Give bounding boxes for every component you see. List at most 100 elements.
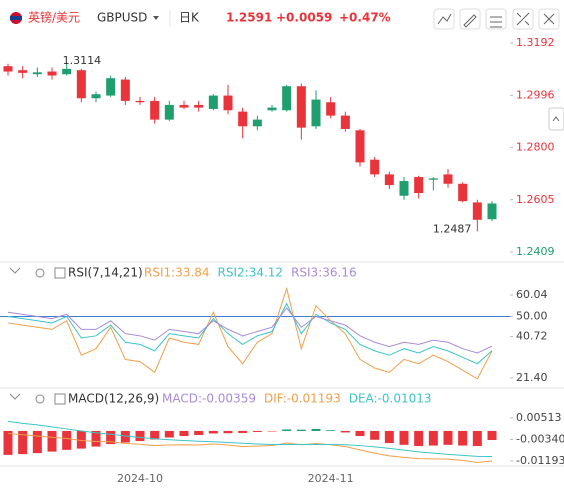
- macd-bar: [472, 430, 482, 447]
- y-tick-label: 0.00513: [516, 411, 562, 424]
- tool-icon: [543, 13, 555, 25]
- macd-bar: [62, 430, 72, 450]
- candle-body: [428, 178, 438, 180]
- add-icon[interactable]: [54, 393, 66, 405]
- candle-body: [458, 183, 468, 202]
- flag-icon: [10, 16, 22, 20]
- macd-bar: [282, 429, 292, 431]
- macd-bar: [76, 430, 86, 449]
- y-tick-label: 1.2800: [516, 141, 555, 154]
- high-annotation: 1.3114: [63, 54, 102, 67]
- y-tick-label: -0.01193: [516, 454, 564, 467]
- candle-body: [47, 71, 57, 76]
- macd-bar: [164, 430, 174, 438]
- macd-bar: [487, 430, 497, 440]
- candle-body: [164, 104, 174, 120]
- macd-bar: [106, 430, 116, 445]
- price-change: +0.0059: [276, 11, 332, 25]
- add-icon[interactable]: [54, 267, 66, 279]
- dropdown-arrow[interactable]: [153, 16, 159, 20]
- indicator-line: [7, 307, 493, 354]
- macd-bar: [267, 430, 277, 432]
- indicator-title: RSI(7,14,21): [68, 266, 143, 280]
- settings-icon[interactable]: [35, 394, 45, 404]
- macd-bar: [252, 430, 262, 432]
- candle-body: [194, 104, 204, 108]
- period[interactable]: 日K: [179, 11, 200, 25]
- macd-bar: [340, 430, 350, 433]
- macd-bar: [414, 430, 424, 447]
- macd-bar: [384, 430, 394, 444]
- legend-entry: RSI1:33.84: [144, 266, 210, 280]
- candle-body: [282, 86, 292, 111]
- y-tick-label: 50.00: [516, 309, 548, 322]
- legend-entry: RSI2:34.12: [218, 266, 284, 280]
- x-tick-label: 2024-10: [117, 472, 163, 485]
- price-change-pct: +0.47%: [339, 11, 391, 25]
- toolbar: [433, 8, 560, 30]
- legend-entry: RSI3:36.16: [291, 266, 357, 280]
- candle-body: [326, 102, 336, 116]
- candle-body: [414, 177, 424, 194]
- macd-bar: [326, 430, 336, 431]
- tool-button[interactable]: [512, 8, 534, 30]
- candle-body: [135, 100, 145, 103]
- candle-body: [252, 119, 262, 127]
- macd-bar: [3, 430, 13, 455]
- side-icon: [552, 116, 560, 122]
- candle-body: [208, 95, 218, 109]
- candle-body: [267, 107, 277, 111]
- candle-body: [399, 181, 409, 196]
- macd-bar: [18, 430, 28, 455]
- candle-body: [223, 95, 233, 111]
- candle-body: [120, 79, 130, 101]
- macd-bar: [443, 430, 453, 445]
- last-price: 1.2591: [226, 11, 272, 25]
- candle-body: [150, 100, 160, 120]
- macd-bar: [208, 430, 218, 434]
- candle-body: [238, 111, 248, 127]
- tool-button[interactable]: [485, 8, 507, 30]
- tool-button[interactable]: [433, 8, 455, 30]
- macd-bar: [370, 430, 380, 440]
- candle-body: [370, 159, 380, 175]
- macd-bar: [120, 430, 130, 443]
- candle-body: [3, 66, 13, 72]
- candle-body: [384, 174, 394, 186]
- pair-name: 英镑/美元: [28, 10, 80, 25]
- macd-bar: [238, 430, 248, 433]
- macd-bar: [194, 430, 204, 435]
- indicator-line: [7, 302, 493, 365]
- indicator-line: [7, 420, 493, 457]
- legend-entry: MACD:-0.00359: [162, 392, 256, 406]
- x-tick-label: 2024-11: [308, 472, 354, 485]
- y-tick-label: 1.2409: [516, 245, 555, 258]
- tool-button[interactable]: [538, 8, 560, 30]
- candle-body: [179, 104, 189, 108]
- macd-bar: [311, 428, 321, 431]
- macd-bar: [458, 430, 468, 446]
- indicator-line: [7, 286, 493, 380]
- indicator-title: MACD(12,26,9): [68, 392, 159, 406]
- low-annotation: 1.2487: [433, 222, 472, 235]
- candle-body: [487, 203, 497, 220]
- candle-body: [340, 115, 350, 129]
- tool-icon: [463, 14, 477, 28]
- candle-body: [443, 174, 453, 184]
- macd-bar: [47, 430, 57, 452]
- legend-entry: DEA:-0.01013: [349, 392, 432, 406]
- macd-bar: [399, 430, 409, 445]
- tool-icon: [490, 16, 502, 28]
- candle-body: [32, 72, 42, 75]
- macd-bar: [296, 429, 306, 431]
- candle-body: [76, 70, 86, 99]
- tool-icon: [516, 12, 530, 26]
- side-button[interactable]: [548, 107, 564, 131]
- symbol[interactable]: GBPUSD: [97, 11, 147, 25]
- tool-button[interactable]: [459, 8, 481, 30]
- settings-icon[interactable]: [35, 268, 45, 278]
- candle-body: [311, 99, 321, 127]
- collapse-icon[interactable]: [9, 267, 21, 274]
- collapse-icon[interactable]: [9, 393, 21, 400]
- candle-body: [472, 202, 482, 220]
